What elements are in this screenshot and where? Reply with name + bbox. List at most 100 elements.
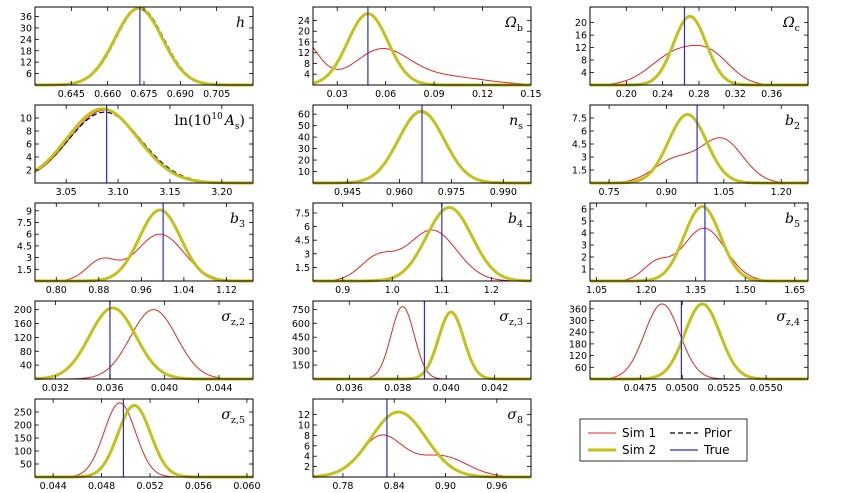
panel-label-ns: ns <box>509 113 523 132</box>
panel-label-h: h <box>236 15 245 31</box>
y-tick-label: 6 <box>26 69 32 80</box>
y-tick-label: 750 <box>292 305 310 316</box>
curve-sim1-b3 <box>35 233 254 282</box>
y-tick-label: 4 <box>304 452 310 463</box>
y-tick-label: 6 <box>581 205 587 216</box>
x-tick-label: 0.90 <box>656 187 677 198</box>
panel-label-ln10as: ln(1010 As) <box>175 112 245 132</box>
x-tick-label: 0.690 <box>167 89 194 100</box>
y-tick-label: 12 <box>298 48 310 59</box>
x-tick-label: 0.88 <box>88 285 109 296</box>
y-tick-label: 7.5 <box>295 208 310 219</box>
x-tick-label: 0.038 <box>384 383 411 394</box>
y-tick-label: 1.5 <box>572 166 587 177</box>
x-tick-label: 0.24 <box>652 89 673 100</box>
curve-sim2-omega_c <box>589 14 809 87</box>
x-tick-label: 0.20 <box>616 89 637 100</box>
y-tick-label: 450 <box>292 333 310 344</box>
panel-b4: 0.9 1.0 1.1 1.2 1.5 3 4.5 6 7.5 b4 <box>295 202 532 296</box>
curve-sim1-b5 <box>590 227 808 282</box>
panel-label-b2: b2 <box>785 113 800 132</box>
panel-frame-sigma8 <box>312 398 532 478</box>
curve-sim1-h <box>35 8 253 86</box>
x-tick-label: 1.05 <box>586 285 607 296</box>
y-tick-label: 1 <box>581 265 587 276</box>
x-tick-label: 3.05 <box>56 187 77 198</box>
x-tick-label: 0.80 <box>46 285 67 296</box>
y-tick-label: 3 <box>304 249 310 260</box>
y-tick-label: 12 <box>20 58 32 69</box>
y-tick-label: 4 <box>26 153 32 164</box>
curve-sim2-sz4 <box>589 302 809 381</box>
x-tick-label: 1.50 <box>735 285 756 296</box>
x-tick-label: 0.042 <box>481 383 508 394</box>
y-tick-label: 16 <box>298 37 310 48</box>
x-tick-label: 0.96 <box>131 285 152 296</box>
curve-sim2-sz5 <box>34 404 254 479</box>
panel-label-b3: b3 <box>230 211 245 230</box>
curve-sim2-omega_b <box>312 12 532 87</box>
x-tick-label: 1.35 <box>685 285 706 296</box>
panel-b2: 0.75 0.90 1.05 1.20 1.5 3 4.5 6 7.5 b2 <box>572 104 809 198</box>
y-tick-label: 2 <box>304 462 310 473</box>
panel-frame-sz2 <box>34 300 254 380</box>
legend-label-sim1: Sim 1 <box>622 426 656 440</box>
y-tick-label: 36 <box>20 12 32 23</box>
y-tick-label: 4.5 <box>295 236 310 247</box>
x-tick-label: 1.2 <box>484 285 499 296</box>
panel-label-sz2: σz,2 <box>221 309 245 328</box>
curve-sim2-b4 <box>312 206 532 283</box>
curve-sim1-b2 <box>590 137 808 184</box>
x-tick-label: 0.044 <box>205 383 232 394</box>
panel-sz3: 0.036 0.038 0.040 0.042 150 300 450 600 750 σz,3 <box>292 300 532 394</box>
x-tick-label: 0.060 <box>233 481 260 492</box>
y-tick-label: 4.5 <box>572 140 587 151</box>
y-tick-label: 40 <box>20 361 32 372</box>
y-tick-label: 10 <box>298 167 310 178</box>
curve-sim1-omega_b <box>312 46 532 85</box>
x-tick-label: 0.03 <box>327 89 348 100</box>
y-tick-label: 7.5 <box>17 218 32 229</box>
y-tick-label: 240 <box>569 328 587 339</box>
y-tick-label: 20 <box>298 156 310 167</box>
x-tick-label: 0.28 <box>688 89 709 100</box>
y-tick-label: 24 <box>20 35 32 46</box>
x-tick-label: 0.15 <box>520 89 541 100</box>
y-tick-label: 7.5 <box>572 114 587 125</box>
x-tick-label: 0.645 <box>58 89 85 100</box>
x-tick-label: 0.960 <box>386 187 413 198</box>
y-tick-label: 3 <box>26 253 32 264</box>
x-tick-label: 0.0475 <box>624 383 657 394</box>
x-tick-label: 0.0500 <box>666 383 699 394</box>
panel-label-b5: b5 <box>785 211 800 230</box>
curve-sim2-b2 <box>589 113 809 185</box>
y-tick-label: 10 <box>298 421 310 432</box>
y-tick-label: 30 <box>20 23 32 34</box>
panel-label-sz5: σz,5 <box>221 407 245 426</box>
y-tick-label: 160 <box>14 319 32 330</box>
panel-frame-b4 <box>312 202 532 282</box>
y-tick-label: 8 <box>304 431 310 442</box>
y-tick-label: 6 <box>26 230 32 241</box>
x-tick-label: 0.040 <box>433 383 460 394</box>
panel-frame-b5 <box>589 202 809 282</box>
y-tick-label: 10 <box>20 114 32 125</box>
y-tick-label: 18 <box>20 46 32 57</box>
x-tick-label: 0.675 <box>130 89 157 100</box>
y-tick-label: 3 <box>581 153 587 164</box>
y-tick-label: 5 <box>581 217 587 228</box>
y-tick-label: 360 <box>569 304 587 315</box>
legend: Sim 1 Prior Sim 2 True <box>579 418 748 462</box>
y-tick-label: 4 <box>581 229 587 240</box>
x-tick-label: 1.20 <box>636 285 657 296</box>
x-tick-label: 0.75 <box>599 187 620 198</box>
x-tick-label: 1.65 <box>784 285 805 296</box>
y-tick-label: 50 <box>298 121 310 132</box>
x-tick-label: 0.975 <box>438 187 465 198</box>
panel-frame-sz3 <box>312 300 532 380</box>
x-tick-label: 0.056 <box>185 481 212 492</box>
